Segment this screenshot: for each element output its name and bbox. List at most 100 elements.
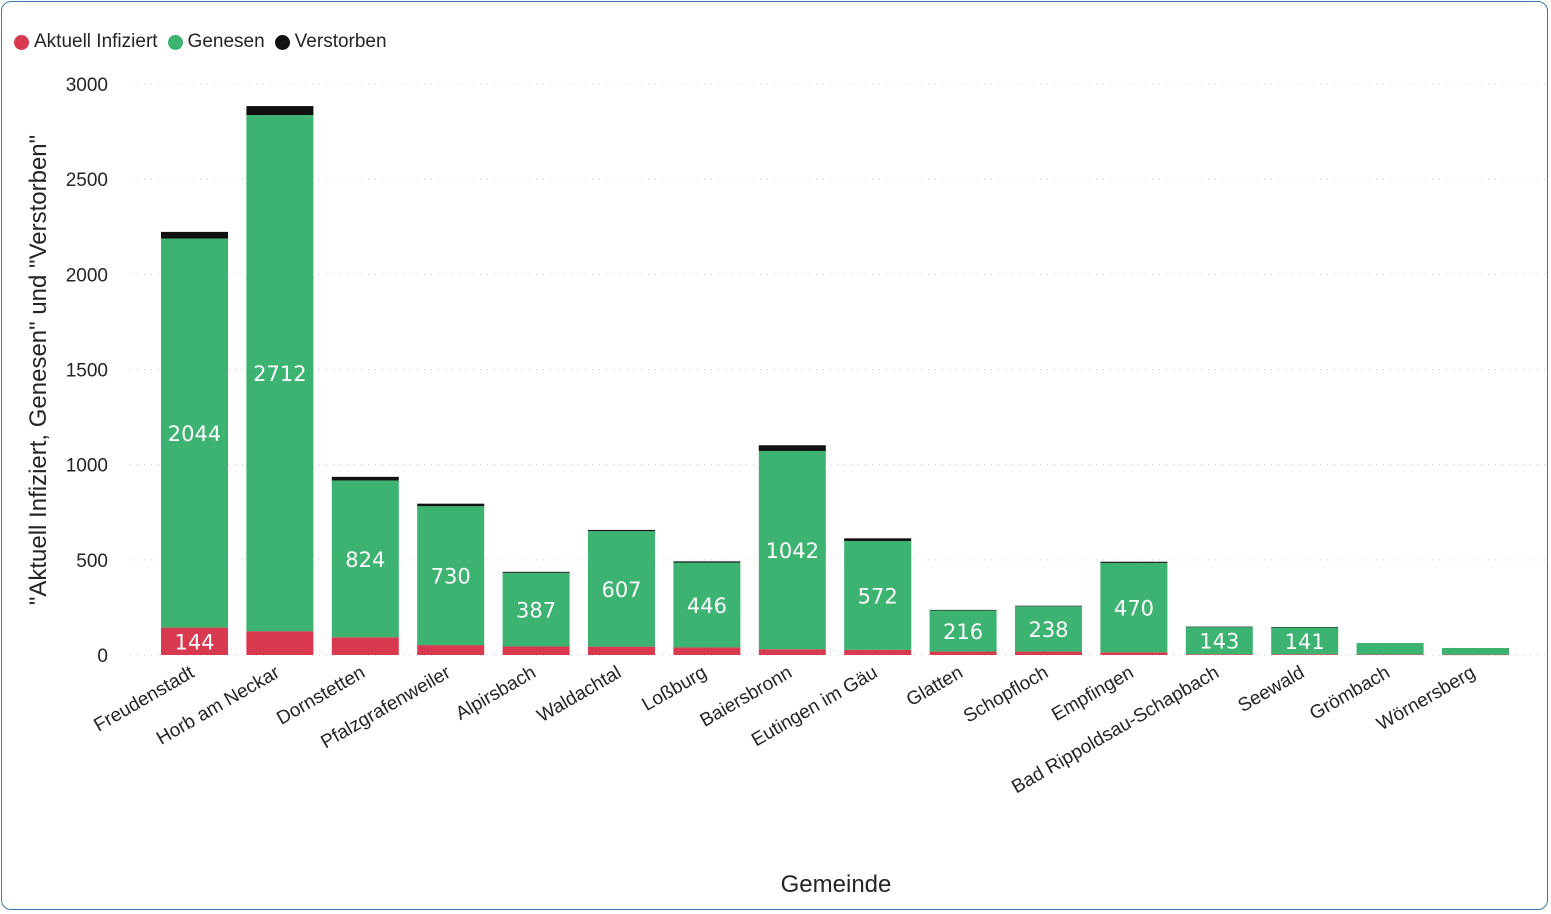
bar-stack[interactable] — [1442, 647, 1509, 656]
bar-segment[interactable] — [1185, 627, 1253, 655]
bar-segment[interactable] — [588, 529, 655, 532]
x-tick-label: Loßburg — [639, 662, 711, 716]
bar-segment[interactable] — [246, 631, 314, 655]
x-tick-label: Schopfloch — [960, 662, 1052, 727]
bar-segment[interactable] — [502, 572, 570, 647]
bar-segment[interactable] — [331, 637, 399, 655]
bar-segment[interactable] — [844, 538, 912, 541]
bar-segment[interactable] — [1100, 562, 1168, 653]
bar-segment[interactable] — [246, 106, 314, 116]
bar-segment[interactable] — [673, 562, 741, 648]
bar-segment[interactable] — [929, 609, 997, 611]
y-tick-label: 3000 — [66, 75, 108, 96]
bar-stack[interactable]: 2712 — [246, 106, 314, 655]
legend-item-verstorben[interactable]: Verstorben — [274, 31, 387, 53]
bar-segment[interactable] — [588, 646, 655, 655]
bar-stack[interactable]: 216 — [929, 609, 997, 655]
bar-stack[interactable] — [1356, 643, 1424, 655]
bar-segment[interactable] — [673, 561, 741, 563]
data-label: 238 — [1028, 618, 1068, 642]
bar-stack[interactable]: 1042 — [758, 445, 826, 655]
bar-segment[interactable] — [1271, 627, 1339, 628]
bar-segment[interactable] — [588, 531, 655, 647]
bar-segment[interactable] — [673, 647, 741, 655]
bar-segment[interactable] — [844, 540, 912, 650]
bar-stack[interactable]: 572 — [844, 538, 912, 655]
bar-segment[interactable] — [331, 480, 399, 638]
bar-stack[interactable]: 387 — [502, 571, 570, 655]
legend-marker-verstorben — [274, 34, 290, 50]
bar-segment[interactable] — [929, 610, 997, 652]
bar-stack[interactable]: 143 — [1185, 626, 1253, 655]
legend-label-verstorben: Verstorben — [294, 31, 387, 52]
bar-stack[interactable]: 824 — [331, 476, 399, 655]
bar-segment[interactable] — [417, 506, 485, 646]
x-axis-title: Gemeinde — [781, 871, 892, 898]
data-label: 141 — [1285, 630, 1325, 654]
bar-segment[interactable] — [1442, 647, 1509, 655]
data-label: 1042 — [766, 539, 819, 563]
bar-segment[interactable] — [1015, 606, 1082, 652]
x-tick-label: Glatten — [903, 662, 967, 711]
legend-label-aktuell-infiziert: Aktuell Infiziert — [34, 31, 158, 52]
y-axis-title: "Aktuell Infiziert, Genesen" und "Versto… — [25, 135, 52, 605]
legend-marker-genesen — [167, 34, 183, 50]
data-label: 824 — [345, 548, 385, 572]
y-tick-label: 1000 — [66, 456, 108, 477]
bar-stack[interactable]: 470 — [1100, 561, 1168, 655]
bar-segment[interactable] — [1271, 654, 1339, 655]
bar-segment[interactable] — [502, 646, 570, 655]
bar-segment[interactable] — [1015, 605, 1082, 607]
data-label: 216 — [943, 620, 983, 644]
y-tick-label: 500 — [76, 551, 108, 572]
y-tick-label: 2500 — [66, 170, 108, 191]
legend-item-aktuell-infiziert[interactable]: Aktuell Infiziert — [14, 31, 158, 53]
bar-stack[interactable]: 446 — [673, 561, 741, 655]
data-label: 143 — [1199, 630, 1239, 654]
y-tick-label: 2000 — [66, 265, 108, 286]
bar-stack[interactable]: 607 — [588, 529, 655, 655]
bar-segment[interactable] — [331, 476, 399, 481]
bar-segment[interactable] — [758, 450, 826, 650]
bar-segment[interactable] — [1100, 561, 1168, 563]
bar-segment[interactable] — [161, 238, 228, 628]
bar-segment[interactable] — [161, 231, 228, 239]
bar-segment[interactable] — [1185, 626, 1253, 628]
data-label: 387 — [516, 599, 556, 623]
y-tick-label: 1500 — [66, 361, 108, 382]
x-tick-label: Seewald — [1235, 662, 1309, 717]
bar-segment[interactable] — [161, 627, 228, 655]
legend-item-genesen[interactable]: Genesen — [167, 31, 265, 53]
bar-stack[interactable]: 144 2044 — [161, 231, 228, 655]
x-tick-label: Alpirsbach — [452, 662, 539, 725]
bar-segment[interactable] — [1442, 654, 1509, 656]
bar-segment[interactable] — [844, 649, 912, 655]
bar-stack[interactable]: 238 — [1015, 605, 1082, 655]
data-label: 730 — [431, 565, 471, 589]
legend-label-genesen: Genesen — [187, 31, 265, 52]
bar-segment[interactable] — [1100, 652, 1168, 655]
bar-segment[interactable] — [417, 503, 485, 507]
bar-segment[interactable] — [246, 115, 314, 632]
bar-segment[interactable] — [1356, 643, 1424, 655]
bar-segment[interactable] — [417, 645, 485, 655]
bar-segment[interactable] — [758, 445, 826, 451]
bar-segment[interactable] — [1356, 654, 1424, 655]
bar-segment[interactable] — [929, 651, 997, 655]
data-label: 2712 — [253, 362, 306, 386]
y-tick-label: 0 — [97, 646, 108, 667]
bar-stack[interactable]: 141 — [1271, 627, 1339, 655]
bar-segment[interactable] — [502, 571, 570, 573]
bar-segment[interactable] — [1015, 651, 1082, 655]
legend: Aktuell Infiziert Genesen Verstorben — [14, 31, 387, 53]
bar-stack[interactable]: 730 — [417, 503, 485, 655]
bars: 144 2044 2712 824 730 387 607 446 1042 572 216 238 4… — [161, 106, 1509, 656]
bar-segment[interactable] — [1271, 627, 1339, 655]
data-label: 144 — [174, 630, 214, 654]
bar-segment[interactable] — [1185, 654, 1253, 655]
data-label: 2044 — [168, 422, 221, 446]
bar-segment[interactable] — [758, 649, 826, 655]
legend-marker-aktuell-infiziert — [14, 34, 29, 50]
